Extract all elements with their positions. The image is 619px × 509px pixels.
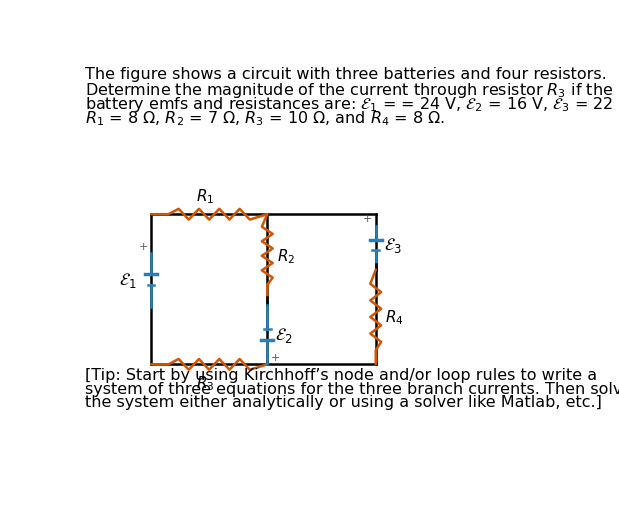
Text: $R_4$: $R_4$	[385, 308, 404, 327]
Text: [Tip: Start by using Kirchhoff’s node and/or loop rules to write a: [Tip: Start by using Kirchhoff’s node an…	[85, 367, 597, 382]
Text: +: +	[363, 213, 373, 223]
Text: Determine the magnitude of the current through resistor $R_3$ if the: Determine the magnitude of the current t…	[85, 81, 613, 100]
Text: system of three equations for the three branch currents. Then solve: system of three equations for the three …	[85, 381, 619, 395]
Text: $R_2$: $R_2$	[277, 247, 295, 266]
Text: the system either analytically or using a solver like Matlab, etc.]: the system either analytically or using …	[85, 394, 602, 410]
Text: +: +	[139, 242, 148, 251]
Text: $R_3$: $R_3$	[196, 374, 215, 392]
Text: battery emfs and resistances are: $\mathcal{E}_1$ = = 24 V, $\mathcal{E}_2$ = 16: battery emfs and resistances are: $\math…	[85, 95, 619, 114]
Text: The figure shows a circuit with three batteries and four resistors.: The figure shows a circuit with three ba…	[85, 67, 607, 82]
Text: $\mathcal{E}_2$: $\mathcal{E}_2$	[275, 326, 293, 345]
Text: $R_1$ = 8 Ω, $R_2$ = 7 Ω, $R_3$ = 10 Ω, and $R_4$ = 8 Ω.: $R_1$ = 8 Ω, $R_2$ = 7 Ω, $R_3$ = 10 Ω, …	[85, 109, 446, 127]
Text: $\mathcal{E}_3$: $\mathcal{E}_3$	[384, 236, 401, 255]
Text: +: +	[271, 352, 280, 362]
Text: $R_1$: $R_1$	[196, 187, 214, 206]
Text: $\mathcal{E}_1$: $\mathcal{E}_1$	[119, 271, 137, 290]
